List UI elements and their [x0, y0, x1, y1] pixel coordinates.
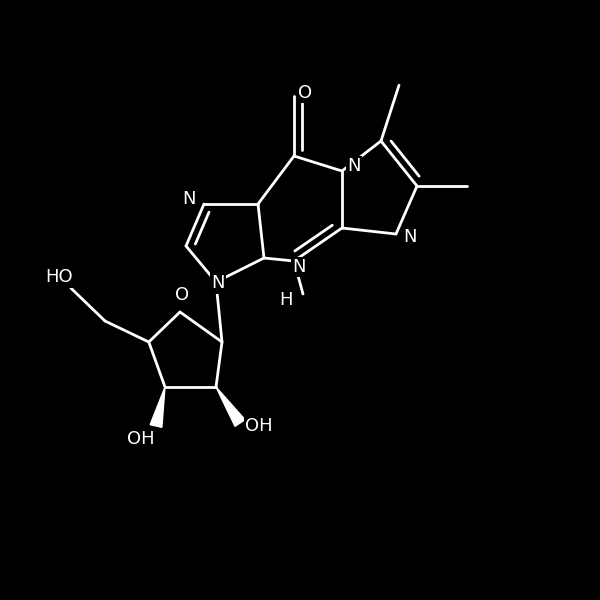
Text: OH: OH — [127, 430, 155, 448]
Text: N: N — [182, 190, 196, 208]
Text: O: O — [175, 286, 189, 304]
Text: HO: HO — [45, 268, 73, 286]
Polygon shape — [150, 387, 165, 427]
Text: OH: OH — [245, 417, 273, 435]
Text: N: N — [347, 157, 361, 175]
Text: N: N — [211, 274, 224, 292]
Polygon shape — [216, 387, 245, 427]
Text: H: H — [280, 291, 293, 309]
Text: N: N — [292, 258, 305, 276]
Text: O: O — [298, 84, 312, 102]
Text: N: N — [403, 228, 416, 246]
